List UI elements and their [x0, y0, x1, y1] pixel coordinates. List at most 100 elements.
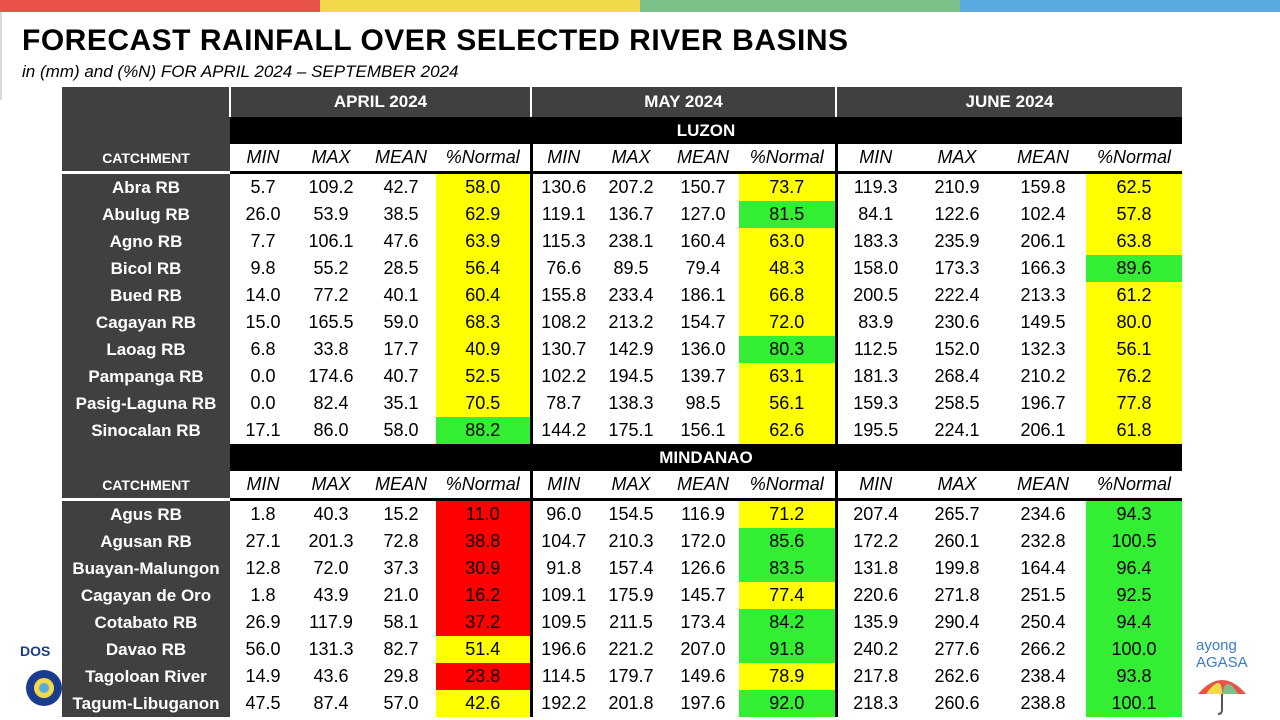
column-header-row: CATCHMENT MIN MAX MEAN %Normal MIN MAX MEAN %Nor… [62, 144, 1182, 174]
value-cell: 159.3 [834, 390, 914, 417]
value-cell: 72.0 [313, 558, 349, 578]
value-cell: 265.7 [934, 504, 980, 524]
percent-normal-cell: 11.0 [436, 499, 531, 528]
value-cell: 240.2 [834, 636, 914, 663]
value-cell: 78.7 [529, 390, 595, 417]
percent-normal-cell: 60.4 [436, 282, 531, 309]
value-cell: 136.0 [680, 339, 726, 359]
percent-normal-cell: 88.2 [436, 417, 531, 444]
table-row: Sinocalan RB 17.1 86.0 58.0 88.2 144.2 175.1 15… [62, 417, 1182, 444]
value-cell: 109.1 [529, 582, 595, 609]
percent-normal-cell: 73.7 [739, 172, 836, 201]
percent-normal-cell: 80.3 [739, 336, 836, 363]
value-cell: 196.6 [529, 636, 595, 663]
value-cell: 139.7 [680, 366, 726, 386]
value-cell: 5.7 [250, 177, 276, 197]
catchment-name: Abra RB [62, 172, 230, 201]
percent-normal-cell: 62.6 [739, 417, 836, 444]
column-header: MAX [595, 471, 667, 501]
column-header: MAX [296, 471, 366, 501]
value-cell: 29.8 [383, 666, 419, 686]
value-cell: 109.2 [308, 177, 354, 197]
column-header: MAX [914, 144, 1000, 174]
value-cell: 234.6 [1020, 504, 1066, 524]
percent-normal-cell: 66.8 [739, 282, 836, 309]
value-cell: 258.5 [934, 393, 980, 413]
value-cell: 238.1 [608, 231, 654, 251]
value-cell: 38.5 [383, 204, 419, 224]
value-cell: 149.5 [1020, 312, 1066, 332]
percent-normal-cell: 81.5 [739, 201, 836, 228]
top-color-bar [0, 0, 1280, 12]
percent-normal-cell: 93.8 [1086, 663, 1182, 690]
value-cell: 250.4 [1020, 612, 1066, 632]
value-cell: 40.3 [313, 504, 349, 524]
value-cell: 175.9 [608, 585, 654, 605]
value-cell: 87.4 [313, 693, 349, 713]
value-cell: 142.9 [608, 339, 654, 359]
percent-normal-cell: 80.0 [1086, 309, 1182, 336]
value-cell: 0.0 [250, 393, 276, 413]
value-cell: 160.4 [680, 231, 726, 251]
catchment-name: Pampanga RB [62, 363, 230, 390]
value-cell: 213.2 [608, 312, 654, 332]
percent-normal-cell: 48.3 [739, 255, 836, 282]
value-cell: 217.8 [834, 663, 914, 690]
value-cell: 59.0 [383, 312, 419, 332]
percent-normal-cell: 61.8 [1086, 417, 1182, 444]
value-cell: 72.8 [383, 531, 419, 551]
column-header: MIN [529, 144, 595, 174]
percent-normal-cell: 42.6 [436, 690, 531, 717]
percent-normal-cell: 94.3 [1086, 499, 1182, 528]
value-cell: 114.5 [529, 663, 595, 690]
value-cell: 262.6 [934, 666, 980, 686]
percent-normal-cell: 38.8 [436, 528, 531, 555]
catchment-name: Agus RB [62, 499, 230, 528]
value-cell: 206.1 [1020, 231, 1066, 251]
percent-normal-cell: 56.1 [739, 390, 836, 417]
percent-normal-cell: 58.0 [436, 172, 531, 201]
column-header: MIN [834, 471, 914, 501]
value-cell: 194.5 [608, 366, 654, 386]
percent-normal-cell: 91.8 [739, 636, 836, 663]
value-cell: 173.3 [934, 258, 980, 278]
column-header: MEAN [1000, 471, 1086, 501]
value-cell: 206.1 [1020, 420, 1066, 440]
value-cell: 290.4 [934, 612, 980, 632]
value-cell: 156.1 [680, 420, 726, 440]
column-header: MEAN [366, 144, 436, 174]
percent-normal-cell: 23.8 [436, 663, 531, 690]
column-header: MEAN [366, 471, 436, 501]
value-cell: 152.0 [934, 339, 980, 359]
percent-normal-cell: 63.9 [436, 228, 531, 255]
catchment-name: Cagayan de Oro [62, 582, 230, 609]
percent-normal-cell: 71.2 [739, 499, 836, 528]
table-row: Pampanga RB 0.0 174.6 40.7 52.5 102.2 194.5 139… [62, 363, 1182, 390]
value-cell: 210.2 [1020, 366, 1066, 386]
percent-normal-cell: 70.5 [436, 390, 531, 417]
value-cell: 42.7 [383, 177, 419, 197]
value-cell: 271.8 [934, 585, 980, 605]
value-cell: 207.4 [834, 499, 914, 528]
value-cell: 119.3 [834, 172, 914, 201]
value-cell: 157.4 [608, 558, 654, 578]
pagasa-logo-text: AGASA [1196, 654, 1248, 671]
table-row: Cagayan de Oro 1.8 43.9 21.0 16.2 109.1 175.9 1… [62, 582, 1182, 609]
column-header: MAX [296, 144, 366, 174]
value-cell: 43.9 [313, 585, 349, 605]
table-row: Bicol RB 9.8 55.2 28.5 56.4 76.6 89.5 79.4 48.3 1… [62, 255, 1182, 282]
value-cell: 53.9 [313, 204, 349, 224]
value-cell: 27.1 [245, 531, 281, 551]
catchment-name: Davao RB [62, 636, 230, 663]
catchment-header: CATCHMENT [62, 144, 230, 174]
value-cell: 260.6 [934, 693, 980, 713]
table-row: Tagoloan River 14.9 43.6 29.8 23.8 114.5 179.7… [62, 663, 1182, 690]
value-cell: 251.5 [1020, 585, 1066, 605]
value-cell: 109.5 [529, 609, 595, 636]
region-spacer [62, 117, 230, 144]
value-cell: 210.9 [934, 177, 980, 197]
value-cell: 172.0 [680, 531, 726, 551]
value-cell: 40.7 [383, 366, 419, 386]
table-row: Agusan RB 27.1 201.3 72.8 38.8 104.7 210.3 172.… [62, 528, 1182, 555]
value-cell: 235.9 [934, 231, 980, 251]
